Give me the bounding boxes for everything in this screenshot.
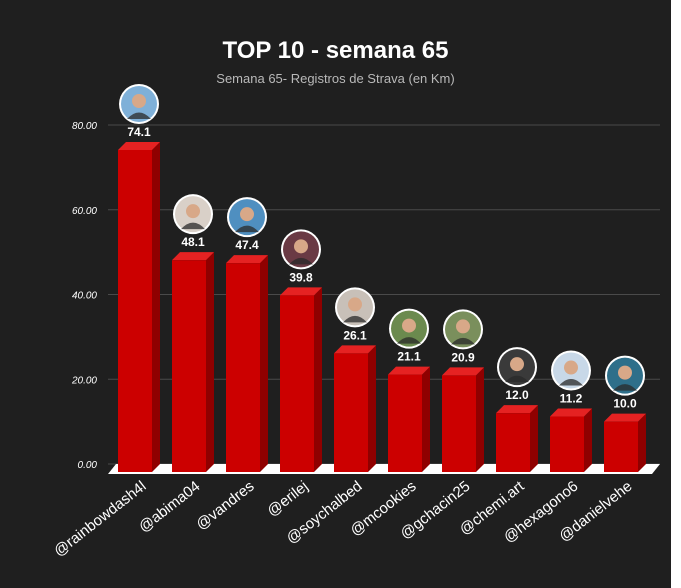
bar [388, 374, 422, 472]
y-tick-label: 60.00 [72, 206, 97, 217]
bar-side [260, 255, 268, 472]
bar-top [496, 405, 538, 414]
avatar-face [510, 357, 524, 372]
bar [496, 413, 530, 472]
data-label: 74.1 [127, 125, 151, 139]
bar-side [476, 367, 484, 472]
chart-subtitle: Semana 65- Registros de Strava (en Km) [216, 71, 455, 86]
data-label: 26.1 [343, 328, 367, 342]
avatar-face [132, 94, 146, 109]
bar [550, 416, 584, 472]
category-label: @rainbowdash4l [51, 478, 150, 560]
bar-side [584, 408, 592, 472]
avatar-face [186, 204, 200, 219]
bar [118, 150, 152, 472]
bar-side [206, 252, 214, 472]
y-tick-label: 0.00 [78, 460, 98, 471]
chart-title: TOP 10 - semana 65 [222, 37, 449, 64]
data-label: 48.1 [181, 235, 205, 249]
bar-top [118, 142, 160, 151]
bar [226, 263, 260, 472]
bar-side [152, 142, 160, 472]
avatar-body [397, 337, 421, 344]
data-label: 47.4 [235, 238, 259, 252]
data-label: 10.0 [613, 397, 637, 411]
y-tick-label: 20.00 [71, 375, 97, 386]
avatar-face [402, 318, 416, 333]
bar-top [334, 345, 376, 354]
bar [442, 375, 476, 472]
bar [280, 295, 314, 472]
y-tick-label: 80.00 [72, 121, 97, 132]
data-label: 21.1 [397, 350, 421, 364]
bar-side [530, 405, 538, 472]
data-label: 39.8 [289, 270, 313, 284]
avatar-body [559, 379, 583, 386]
category-label: @vandres [193, 478, 258, 534]
bar-top [280, 287, 322, 296]
bar-side [638, 413, 646, 472]
avatar-body [613, 384, 637, 391]
category-label: @erilej [264, 478, 311, 520]
y-tick-label: 40.00 [72, 291, 97, 302]
bar-side [422, 366, 430, 472]
avatar-body [343, 315, 367, 323]
bar-top [550, 408, 592, 417]
avatar-body [289, 257, 313, 265]
bar-side [368, 345, 376, 472]
avatar-face [564, 360, 578, 375]
bar [172, 260, 206, 472]
bar-top [388, 366, 430, 375]
bar [604, 421, 638, 472]
avatar-face [618, 365, 632, 380]
bar-top [172, 252, 214, 261]
avatar-body [127, 112, 151, 120]
bar-side [314, 287, 322, 472]
bar-top [226, 255, 268, 264]
data-label: 12.0 [505, 388, 529, 402]
data-label: 11.2 [560, 392, 583, 406]
data-label: 20.9 [451, 350, 475, 364]
avatar-body [181, 222, 205, 230]
avatar-face [348, 297, 362, 312]
avatar-body [235, 225, 259, 233]
avatar-face [294, 239, 308, 254]
avatar-body [451, 337, 475, 345]
avatar-body [505, 375, 529, 383]
bar-top [604, 413, 646, 422]
avatar-face [456, 319, 470, 334]
avatar-face [240, 207, 254, 222]
bar-top [442, 367, 484, 376]
bar [334, 353, 368, 472]
